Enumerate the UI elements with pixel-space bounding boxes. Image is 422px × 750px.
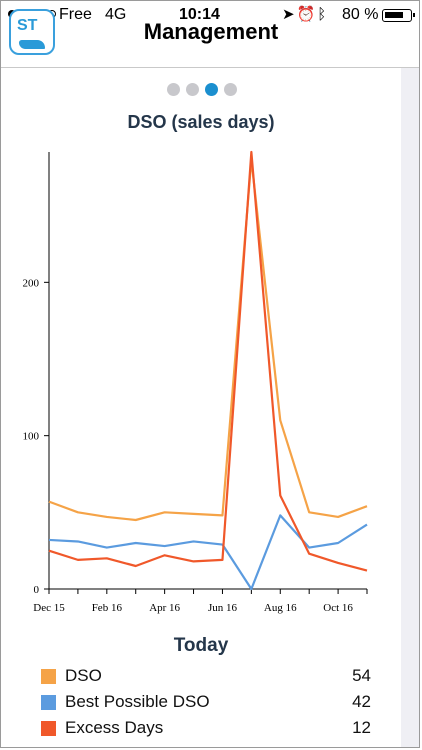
scroll-rail	[401, 68, 419, 747]
carrier-name: Free	[59, 6, 92, 23]
x-tick-label-oct-16: Oct 16	[323, 602, 353, 614]
page-dot-3[interactable]	[205, 83, 218, 96]
y-tick-label-0: 0	[34, 584, 40, 596]
page-dot-2[interactable]	[186, 83, 199, 96]
legend-label-best-possible-dso: Best Possible DSO	[65, 692, 210, 711]
x-tick-label-aug-16: Aug 16	[264, 602, 297, 614]
nav-header: ST Management	[1, 9, 419, 68]
x-tick-label-dec-15: Dec 15	[33, 602, 65, 614]
page-title: Management	[143, 19, 279, 44]
series-line-dso	[48, 158, 368, 522]
alarm-icon: ⏰	[296, 6, 318, 23]
today-legend: DSO 54 Best Possible DSO 42 Excess Days …	[41, 664, 371, 742]
legend-value-best-possible-dso: 42	[352, 692, 371, 711]
location-arrow-icon: ➤	[282, 6, 297, 23]
page-indicator[interactable]	[167, 83, 237, 96]
chart-title: DSO (sales days)	[127, 112, 275, 132]
page-dot-4[interactable]	[224, 83, 237, 96]
legend-label-excess-days: Excess Days	[65, 718, 164, 737]
dso-line-chart: 0 100 200 Dec 15 Feb 16 Apr 16 Jun 16 Aug 16 Oct…	[23, 150, 368, 614]
today-title: Today	[173, 635, 229, 656]
legend-row-dso: DSO 54	[41, 664, 371, 690]
x-tick-label-feb-16: Feb 16	[92, 602, 123, 614]
legend-swatch-excess-days	[41, 721, 56, 736]
status-bar: Free 4G 10:14 ➤⏰ᛒ 80 %	[1, 1, 419, 31]
app-logo-text: ST	[17, 17, 38, 34]
status-time: 10:14	[179, 6, 220, 23]
bluetooth-icon: ᛒ	[317, 6, 329, 23]
y-tick-label-100: 100	[23, 431, 40, 443]
dashboard-page[interactable]: DSO (sales days) 0 100 200 Dec 15 Feb 16 Apr …	[1, 68, 401, 747]
legend-value-excess-days: 12	[352, 718, 371, 737]
legend-row-excess-days: Excess Days 12	[41, 716, 371, 742]
legend-swatch-dso	[41, 669, 56, 684]
x-tick-label-jun-16: Jun 16	[208, 602, 238, 614]
battery-percentage: 80 %	[342, 6, 379, 23]
page-dot-1[interactable]	[167, 83, 180, 96]
legend-value-dso: 54	[352, 666, 371, 685]
app-logo-icon[interactable]: ST	[9, 9, 55, 55]
legend-swatch-best-possible-dso	[41, 695, 56, 710]
status-icons: ➤⏰ᛒ	[282, 5, 328, 23]
battery-icon	[382, 9, 415, 22]
network-type: 4G	[105, 6, 127, 23]
series-line-best-possible-dso	[48, 514, 368, 591]
legend-row-best-possible-dso: Best Possible DSO 42	[41, 690, 371, 716]
x-tick-label-apr-16: Apr 16	[149, 602, 180, 614]
y-tick-label-200: 200	[23, 277, 40, 289]
legend-label-dso: DSO	[65, 666, 102, 685]
app-logo-wave	[19, 40, 45, 49]
series-line-excess-days	[48, 150, 368, 572]
